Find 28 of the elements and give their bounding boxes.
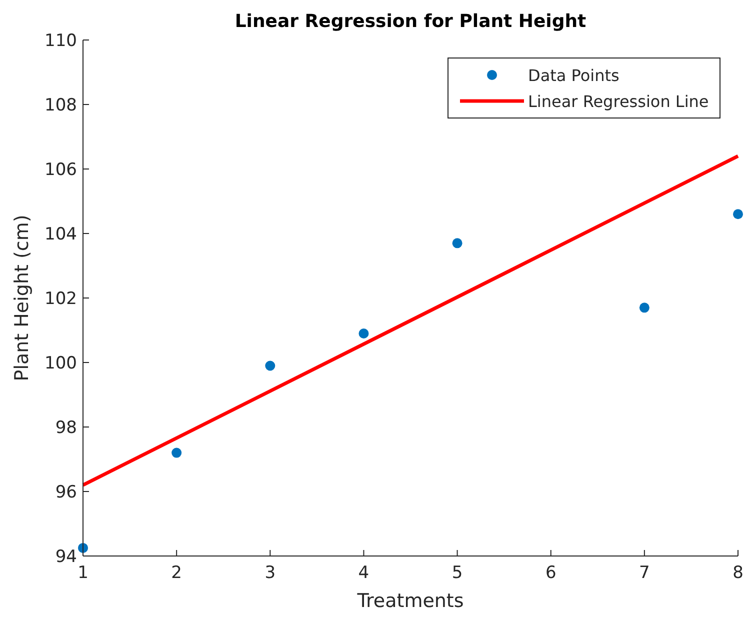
point xyxy=(172,448,182,458)
x-tick-label: 7 xyxy=(639,563,650,583)
y-tick-label: 96 xyxy=(55,482,77,502)
x-tick-label: 4 xyxy=(358,563,370,583)
y-tick-label: 100 xyxy=(44,354,77,374)
y-tick-label: 104 xyxy=(44,224,77,244)
x-axis-title: Treatments xyxy=(356,590,464,612)
x-tick-label: 5 xyxy=(452,563,463,583)
y-tick-label: 102 xyxy=(44,289,77,309)
x-tick-label: 2 xyxy=(171,563,182,583)
point xyxy=(733,209,743,220)
y-tick-label: 108 xyxy=(44,96,77,116)
point xyxy=(265,360,276,371)
y-tick-label: 110 xyxy=(44,31,77,51)
point xyxy=(358,328,369,338)
legend-label: Data Points xyxy=(528,66,620,85)
y-axis-title: Plant Height (cm) xyxy=(11,214,33,382)
legend-label: Linear Regression Line xyxy=(528,92,709,111)
x-tick-label: 3 xyxy=(264,563,276,583)
x-tick-label: 8 xyxy=(732,563,744,583)
x-tick-label: 1 xyxy=(78,563,88,583)
y-tick-label: 98 xyxy=(55,418,77,438)
y-tick-label: 94 xyxy=(55,547,77,567)
point xyxy=(452,238,462,248)
y-tick-label: 106 xyxy=(44,160,77,180)
chart-title: Linear Regression for Plant Height xyxy=(234,11,587,32)
point xyxy=(639,302,650,313)
x-tick-label: 6 xyxy=(545,563,556,583)
